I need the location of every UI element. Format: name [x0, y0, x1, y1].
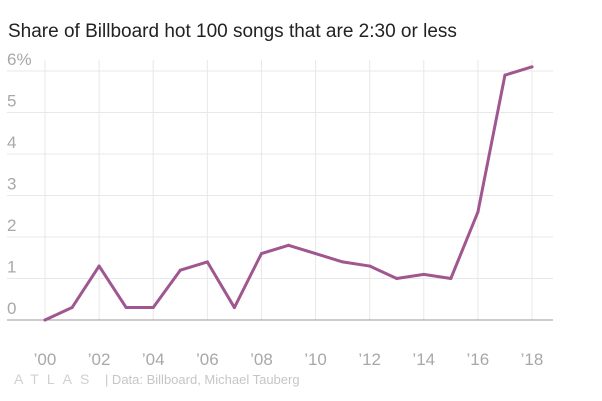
data-point — [314, 252, 318, 256]
y-tick-label: 2 — [7, 216, 16, 235]
x-tick-label: ’02 — [88, 350, 111, 369]
x-tick-label: ’08 — [250, 350, 273, 369]
x-tick-label: ’14 — [412, 350, 435, 369]
data-point — [70, 306, 74, 310]
y-tick-label: 0 — [7, 299, 16, 318]
data-point — [205, 260, 209, 264]
atlas-logo: ATLAS — [14, 371, 98, 387]
x-tick-label: ’16 — [467, 350, 490, 369]
data-point — [259, 252, 263, 256]
data-point — [395, 277, 399, 280]
y-tick-label: 5 — [7, 92, 16, 111]
x-tick-label: ’00 — [34, 350, 57, 369]
series-line — [43, 65, 534, 322]
data-point — [124, 306, 128, 310]
data-point — [368, 264, 372, 268]
data-point — [449, 277, 453, 280]
data-point — [178, 268, 182, 272]
x-tick-label: ’12 — [358, 350, 381, 369]
grid-layer — [7, 60, 553, 321]
y-tick-label: 3 — [7, 175, 16, 194]
data-point — [43, 318, 47, 322]
y-tick-label: 6% — [7, 50, 32, 69]
data-point — [151, 306, 155, 310]
x-tick-label: ’10 — [304, 350, 327, 369]
x-tick-label: ’18 — [521, 350, 544, 369]
series-layer — [43, 65, 534, 322]
chart-footer: ATLAS | Data: Billboard, Michael Tauberg — [14, 371, 300, 387]
data-point — [476, 210, 480, 214]
y-tick-label: 4 — [7, 133, 16, 152]
data-point — [287, 243, 290, 247]
data-point — [341, 260, 345, 264]
data-point — [97, 264, 101, 268]
y-tick-label: 1 — [7, 258, 16, 277]
source-credit: | Data: Billboard, Michael Tauberg — [104, 372, 300, 387]
data-point — [530, 65, 534, 69]
x-tick-label: ’04 — [142, 350, 165, 369]
data-point — [503, 73, 507, 77]
tick-labels: 0 1 2 3 4 5 6% ’00 ’02 ’04 ’06 ’08 ’10 ’12 ’14 ’16 ’18 — [7, 50, 543, 369]
data-point — [232, 306, 236, 310]
data-point — [422, 272, 426, 276]
chart-title: Share of Billboard hot 100 songs that ar… — [8, 21, 457, 42]
x-tick-label: ’06 — [196, 350, 219, 369]
